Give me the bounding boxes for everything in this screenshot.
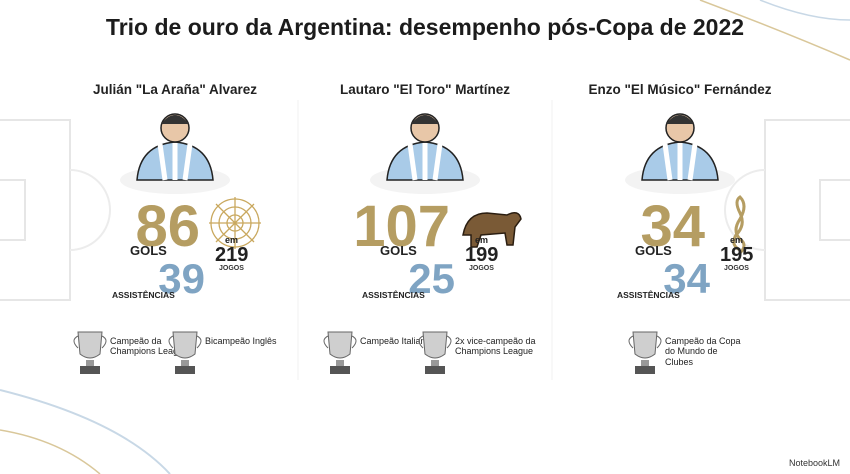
games-label: JOGOS: [469, 265, 494, 272]
games-number: 219: [215, 244, 249, 266]
games-prefix: em: [730, 235, 744, 245]
games-label: JOGOS: [724, 265, 749, 272]
trophy-label: Campeão da Copa do Mundo de Clubes: [665, 336, 741, 367]
trophy-label: Campeão da Champions League: [110, 336, 189, 357]
goals-label: GOLS: [130, 243, 167, 258]
games-label: JOGOS: [219, 265, 244, 272]
goals-label: GOLS: [635, 243, 672, 258]
trophy-icon: [73, 331, 107, 374]
trophy-icon: [323, 331, 357, 374]
games-number: 195: [720, 244, 754, 266]
player-illustration: [370, 113, 480, 194]
trophy-label: Campeão Italiano: [360, 336, 431, 346]
player-illustration: [625, 113, 735, 194]
player-icon: [732, 195, 746, 255]
goals-label: GOLS: [380, 243, 417, 258]
goals-number: 107: [353, 194, 450, 259]
assists-number: 39: [158, 255, 205, 302]
player-icon: [462, 212, 522, 248]
player-illustration: [120, 113, 230, 194]
games-prefix: em: [475, 235, 489, 245]
player-name: Enzo "El Músico" Fernández: [588, 82, 772, 97]
assists-label: ASSISTÊNCIAS: [362, 290, 425, 300]
assists-label: ASSISTÊNCIAS: [112, 290, 175, 300]
assists-number: 25: [408, 255, 455, 302]
goals-number: 86: [135, 194, 200, 259]
assists-number: 34: [663, 255, 710, 302]
player-name: Julián "La Araña" Alvarez: [92, 82, 258, 97]
trophy-label: Bicampeão Inglês: [205, 336, 277, 346]
player-icon: [209, 197, 261, 249]
trophy-icon: [168, 331, 202, 374]
player-name: Lautaro "El Toro" Martínez: [339, 82, 511, 97]
trophy-icon: [418, 331, 452, 374]
trophy-icon: [628, 331, 662, 374]
title: Trio de ouro da Argentina: desempenho pó…: [105, 14, 745, 40]
games-number: 199: [465, 244, 499, 266]
assists-label: ASSISTÊNCIAS: [617, 290, 680, 300]
games-prefix: em: [225, 235, 239, 245]
footer-brand: NotebookLM: [788, 458, 840, 468]
goals-number: 34: [640, 194, 705, 259]
trophy-label: 2x vice-campeão da Champions League: [455, 336, 536, 357]
